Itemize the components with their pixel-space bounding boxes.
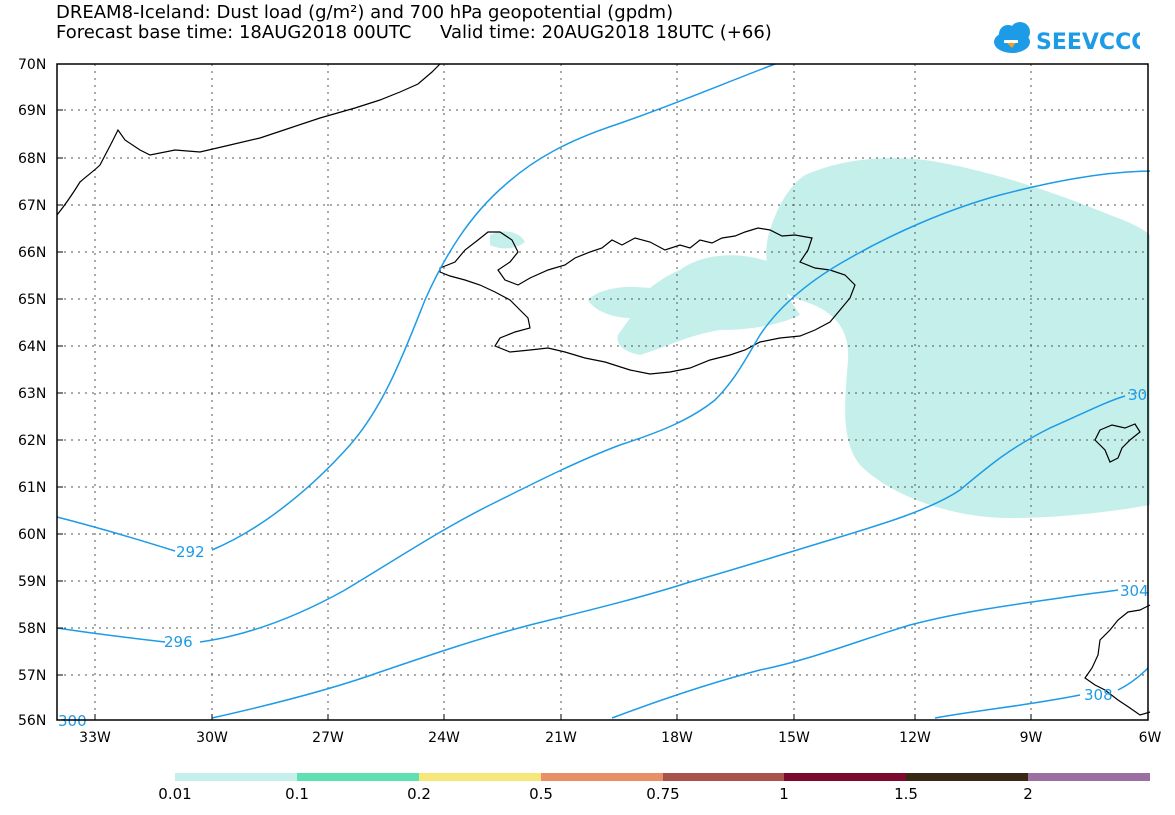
lat-label: 67N [18,198,46,214]
colorbar-segment [662,773,785,781]
lat-label: 68N [18,151,46,167]
colorbar-segment [175,773,297,781]
colorbar-label: 0.01 [158,785,192,803]
geopotential-contours [56,63,1151,719]
map-title: DREAM8-Iceland: Dust load (g/m²) and 700… [56,2,674,23]
colorbar-label: 2 [1023,785,1033,803]
contour-label-300: 300 [58,712,87,730]
lat-label: 63N [18,386,46,402]
contour-label-304: 304 [1120,582,1149,600]
colorbar-label: 1.5 [894,785,918,803]
longitude-labels: 33W 30W 27W 24W 21W 18W 15W 12W 9W 6W [79,730,1161,746]
lat-label: 69N [18,103,46,119]
lat-label: 58N [18,621,46,637]
lat-label: 56N [18,713,46,729]
colorbar [175,773,1150,781]
iceland-coast [439,227,856,375]
lat-label: 64N [18,339,46,355]
contour-308 [934,667,1149,719]
lat-label: 61N [18,480,46,496]
dust-west-fjords [490,231,525,249]
coastlines [56,63,1151,716]
lon-label: 27W [312,730,344,746]
dust-north-patch [700,256,745,271]
lon-label: 12W [899,730,931,746]
colorbar-segment [1028,773,1150,781]
dust-plume-east [766,158,1150,518]
contour-label-292: 292 [176,543,205,561]
colorbar-segment [296,773,419,781]
colorbar-label: 1 [779,785,789,803]
graticule [57,64,1148,720]
lat-label: 65N [18,292,46,308]
dust-iceland [588,255,800,355]
lat-label: 66N [18,245,46,261]
contour-label-30x: 30 [1128,386,1147,404]
scotland-coast [1084,604,1151,716]
lon-label: 21W [545,730,577,746]
contour-label-296: 296 [164,633,193,651]
map-subtitle: Forecast base time: 18AUG2018 00UTC Vali… [56,22,772,43]
lat-label: 60N [18,527,46,543]
faroe-islands [1094,423,1141,463]
lon-label: 18W [661,730,693,746]
contour-300 [211,395,1126,719]
axis-ticks [57,109,1032,720]
map-plot: 292 296 300 304 308 30 70N 69N 68N 67N 6… [18,57,1162,746]
logo-text: SEEVCCC [1036,30,1140,55]
latitude-labels: 70N 69N 68N 67N 66N 65N 64N 63N 62N 61N … [18,57,46,729]
colorbar-segment [784,773,907,781]
lat-label: 57N [18,668,46,684]
lon-label: 30W [196,730,228,746]
contour-304 [611,589,1119,719]
lat-label: 59N [18,574,46,590]
colorbar-segment [906,773,1029,781]
logo: SEEVCCC [994,22,1140,55]
lon-label: 15W [778,730,810,746]
colorbar-segment [418,773,541,781]
colorbar-segment [540,773,663,781]
dust-load-layer [490,158,1150,518]
colorbar-label: 0.75 [646,785,680,803]
lon-label: 33W [79,730,111,746]
lat-label: 62N [18,433,46,449]
colorbar-label: 0.1 [285,785,309,803]
contour-296 [56,170,1151,643]
greenland-coast [56,63,441,216]
contour-label-308: 308 [1084,686,1113,704]
cloud-icon [994,22,1030,53]
map-frame [56,63,1149,721]
colorbar-label: 0.5 [529,785,553,803]
lon-label: 6W [1139,730,1162,746]
colorbar-label: 0.2 [407,785,431,803]
contour-292 [56,63,776,552]
lat-label: 70N [18,57,46,73]
lon-label: 24W [428,730,460,746]
lon-label: 9W [1020,730,1043,746]
